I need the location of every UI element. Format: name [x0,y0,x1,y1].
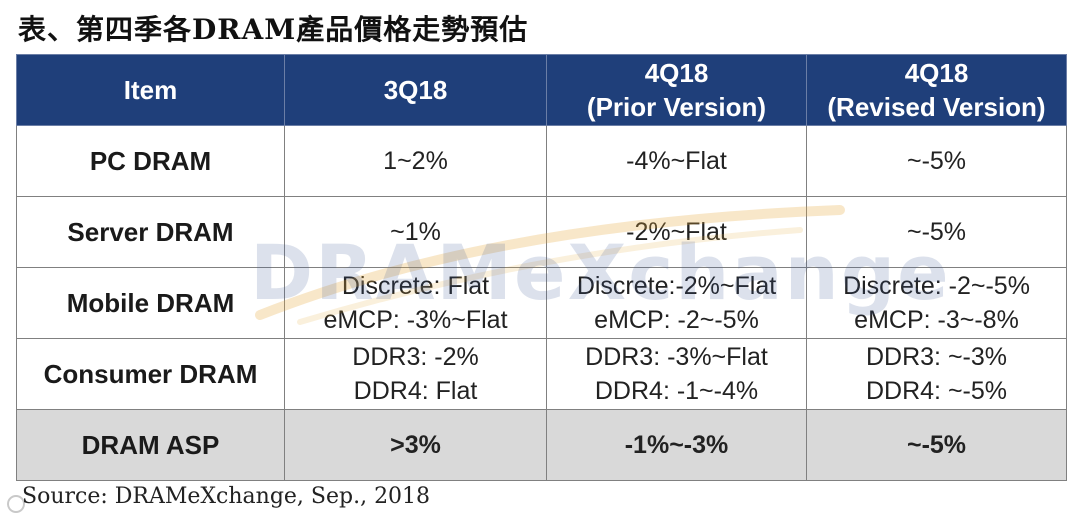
cell-line: -2%~Flat [626,218,727,246]
header-item-label: Item [123,75,178,105]
table-row-consumer-dram: Consumer DRAM DDR3: -2% DDR4: Flat DDR3:… [16,338,1067,410]
cell-4q18-prior: -4%~Flat [546,125,807,197]
cell-4q18-prior: -1%~-3% [546,409,807,481]
cell-line: -4%~Flat [626,147,727,175]
cell-line: ~-5% [906,218,967,246]
cell-line: eMCP: -3~-8% [854,306,1019,334]
cell-line: eMCP: -2~-5% [594,306,759,334]
header-4q18-prior-line1: 4Q18 [644,58,709,88]
cell-line: Discrete:-2%~Flat [576,272,777,300]
cell-line: DDR4: ~-5% [865,377,1007,405]
corner-logo-icon [7,495,25,513]
row-item: PC DRAM [16,125,285,197]
cell-3q18: DDR3: -2% DDR4: Flat [284,338,547,410]
cell-line: DDR3: -3%~Flat [585,343,768,371]
cell-line: eMCP: -3%~Flat [323,306,508,334]
table-row-dram-asp: DRAM ASP >3% -1%~-3% ~-5% [16,409,1067,481]
cell-3q18: Discrete: Flat eMCP: -3%~Flat [284,267,547,339]
cell-4q18-revised: ~-5% [806,409,1067,481]
cell-line: DDR3: ~-3% [865,343,1007,371]
header-3q18-label: 3Q18 [383,75,448,105]
table-title: 表、第四季各DRAM產品價格走勢預估 [18,13,529,46]
row-item: Mobile DRAM [16,267,285,339]
cell-4q18-revised: ~-5% [806,196,1067,268]
cell-3q18: ~1% [284,196,547,268]
dram-price-table: Item 3Q18 4Q18 (Prior Version) 4Q18 (Rev… [16,54,1067,481]
cell-line: ~1% [390,218,441,246]
cell-3q18: 1~2% [284,125,547,197]
row-item: Consumer DRAM [16,338,285,410]
header-4q18-revised-line2: (Revised Version) [827,92,1046,122]
cell-3q18: >3% [284,409,547,481]
cell-line: Discrete: Flat [341,272,490,300]
cell-line: 1~2% [383,147,448,175]
source-note: Source: DRAMeXchange, Sep., 2018 [22,484,431,509]
cell-4q18-revised: DDR3: ~-3% DDR4: ~-5% [806,338,1067,410]
cell-4q18-prior: -2%~Flat [546,196,807,268]
cell-4q18-prior: DDR3: -3%~Flat DDR4: -1~-4% [546,338,807,410]
cell-line: DDR3: -2% [352,343,479,371]
header-4q18-revised: 4Q18 (Revised Version) [806,54,1067,126]
cell-line: Discrete: -2~-5% [843,272,1030,300]
cell-4q18-revised: Discrete: -2~-5% eMCP: -3~-8% [806,267,1067,339]
table-row-mobile-dram: Mobile DRAM Discrete: Flat eMCP: -3%~Fla… [16,267,1067,339]
header-3q18: 3Q18 [284,54,547,126]
cell-line: ~-5% [906,147,967,175]
cell-line: DDR4: Flat [353,377,478,405]
header-item: Item [16,54,285,126]
header-4q18-revised-line1: 4Q18 [904,58,969,88]
header-4q18-prior: 4Q18 (Prior Version) [546,54,807,126]
table-row-server-dram: Server DRAM ~1% -2%~Flat ~-5% [16,196,1067,268]
cell-line: DDR4: -1~-4% [594,377,759,405]
header-4q18-prior-line2: (Prior Version) [586,92,767,122]
cell-4q18-revised: ~-5% [806,125,1067,197]
table-row-pc-dram: PC DRAM 1~2% -4%~Flat ~-5% [16,125,1067,197]
row-item: DRAM ASP [16,409,285,481]
row-item: Server DRAM [16,196,285,268]
header-row: Item 3Q18 4Q18 (Prior Version) 4Q18 (Rev… [16,54,1067,126]
cell-4q18-prior: Discrete:-2%~Flat eMCP: -2~-5% [546,267,807,339]
